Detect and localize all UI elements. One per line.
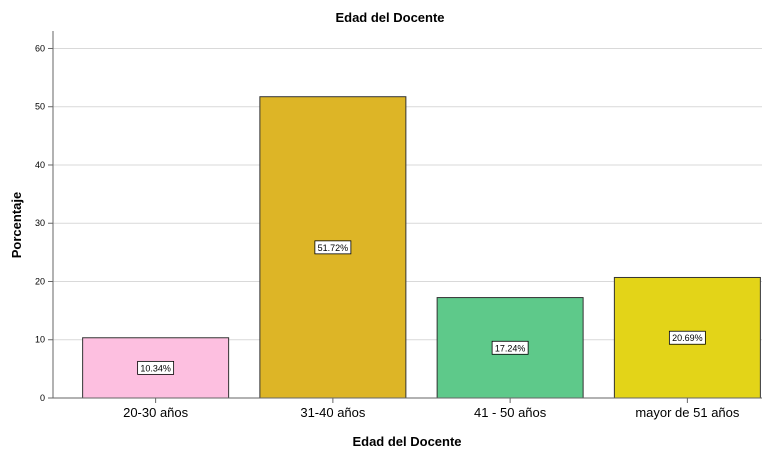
x-axis-ticks: 20-30 años 31-40 años 41 - 50 años mayor de… <box>123 398 740 420</box>
x-tick-label: mayor de 51 años <box>635 405 740 420</box>
data-label: 51.72% <box>318 243 349 253</box>
y-axis-title: Porcentaje <box>9 192 24 258</box>
data-label-box <box>314 240 352 255</box>
y-tick-label: 50 <box>35 102 45 112</box>
x-axis-title: Edad del Docente <box>352 434 461 449</box>
data-label: 20.69% <box>672 333 703 343</box>
data-label-box <box>491 340 529 355</box>
y-tick-label: 20 <box>35 276 45 286</box>
data-label: 17.24% <box>495 343 526 353</box>
bar-3 <box>436 297 584 399</box>
data-label-box <box>137 360 175 375</box>
data-label-box <box>668 330 706 345</box>
x-tick-label: 31-40 años <box>300 405 366 420</box>
y-tick-label: 0 <box>40 393 45 403</box>
y-tick-label: 30 <box>35 218 45 228</box>
y-tick-label: 40 <box>35 160 45 170</box>
bars: 10.34% 51.72% 17.24% 20.69% <box>82 96 761 399</box>
x-tick-label: 41 - 50 años <box>474 405 547 420</box>
chart-title: Edad del Docente <box>335 10 444 25</box>
y-axis-ticks: 0 10 20 30 40 50 60 <box>35 43 53 403</box>
x-tick-label: 20-30 años <box>123 405 189 420</box>
y-tick-label: 60 <box>35 43 45 53</box>
data-label: 10.34% <box>140 363 171 373</box>
y-tick-label: 10 <box>35 335 45 345</box>
